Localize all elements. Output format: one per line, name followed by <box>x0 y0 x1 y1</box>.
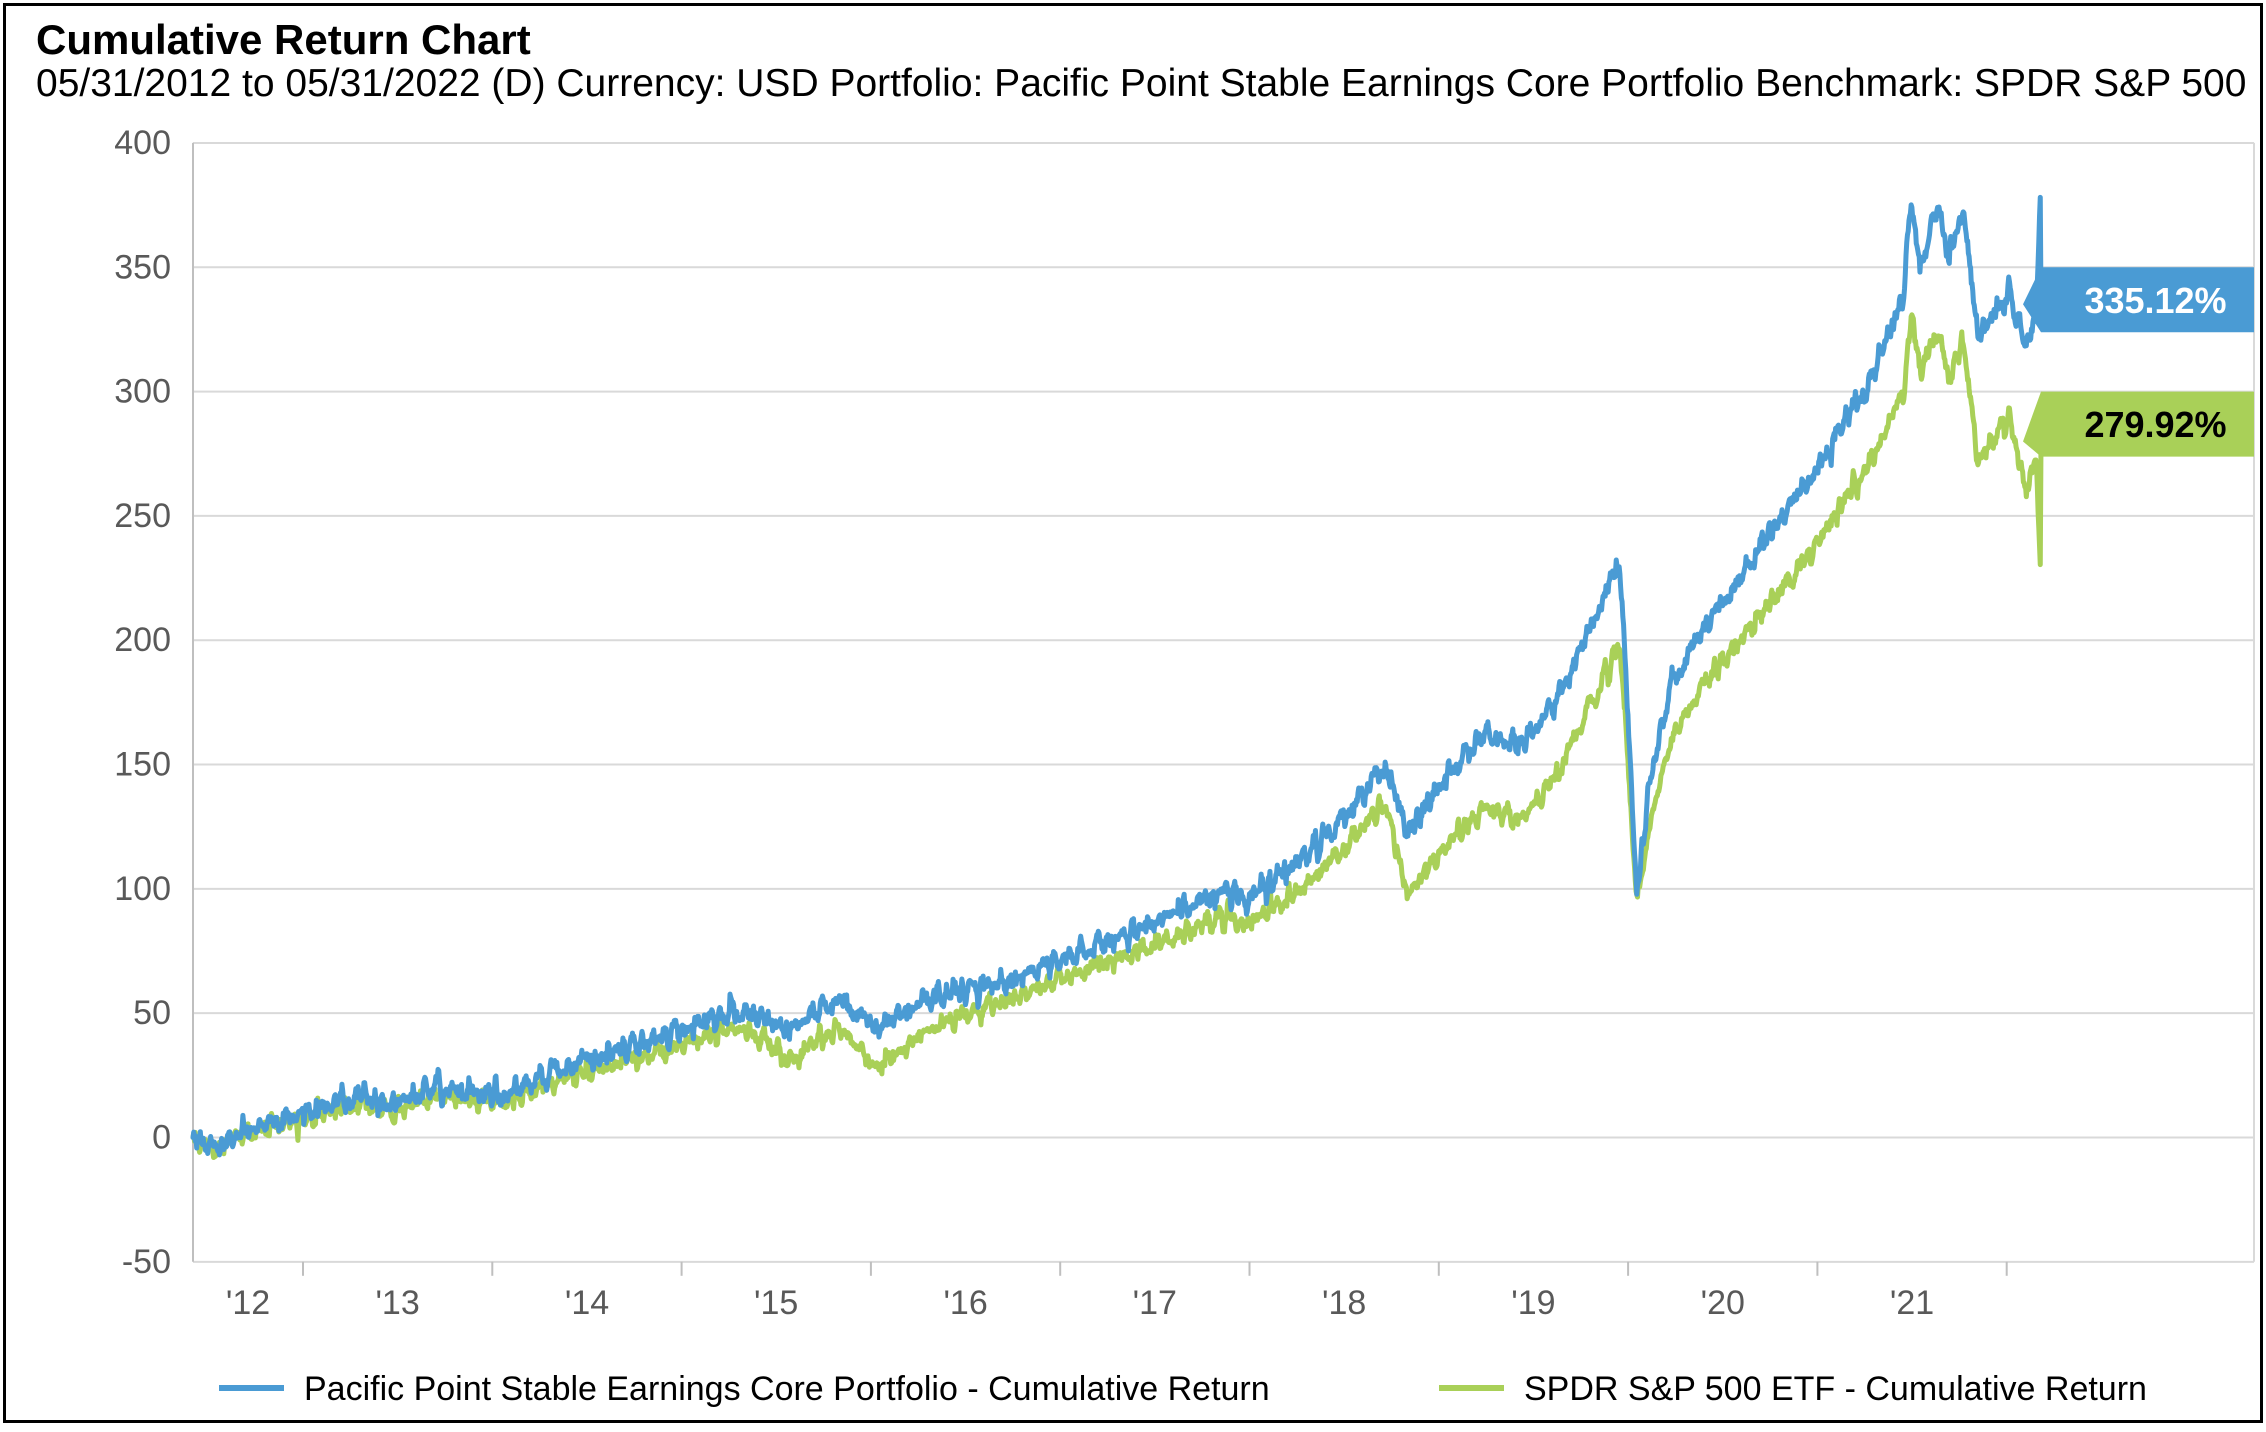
svg-text:0: 0 <box>152 1119 171 1157</box>
svg-text:'12: '12 <box>226 1284 270 1322</box>
svg-text:'20: '20 <box>1701 1284 1745 1322</box>
svg-text:335.12%: 335.12% <box>2084 280 2226 321</box>
svg-text:50: 50 <box>133 994 171 1032</box>
svg-text:400: 400 <box>114 124 171 162</box>
svg-text:250: 250 <box>114 497 171 535</box>
svg-text:'13: '13 <box>375 1284 419 1322</box>
svg-text:279.92%: 279.92% <box>2084 404 2226 445</box>
svg-text:'17: '17 <box>1133 1284 1177 1322</box>
svg-text:'15: '15 <box>754 1284 798 1322</box>
svg-text:'19: '19 <box>1511 1284 1555 1322</box>
svg-text:-50: -50 <box>122 1243 171 1281</box>
svg-text:200: 200 <box>114 621 171 659</box>
svg-text:300: 300 <box>114 373 171 411</box>
svg-text:150: 150 <box>114 746 171 784</box>
svg-text:100: 100 <box>114 870 171 908</box>
svg-text:'21: '21 <box>1890 1284 1934 1322</box>
svg-text:'14: '14 <box>565 1284 609 1322</box>
svg-text:350: 350 <box>114 248 171 286</box>
svg-text:'18: '18 <box>1322 1284 1366 1322</box>
svg-text:'16: '16 <box>943 1284 987 1322</box>
